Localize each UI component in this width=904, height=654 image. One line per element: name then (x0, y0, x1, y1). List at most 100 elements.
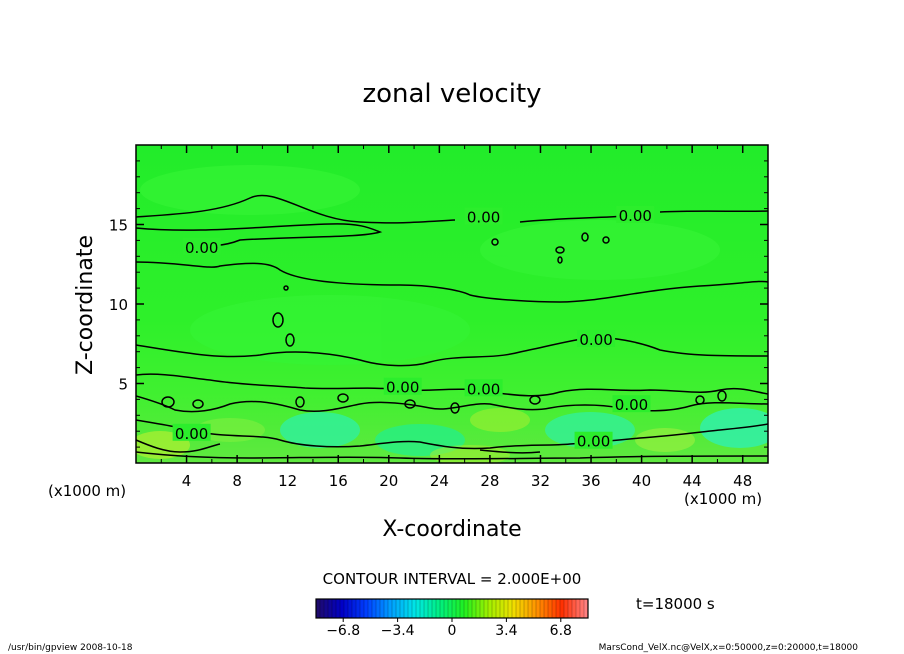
colorbar-cell-34 (452, 599, 457, 618)
colorbar-cell-66 (580, 599, 585, 618)
x-tick-label-9: 40 (632, 472, 651, 490)
colorbar-cell-0 (316, 599, 321, 618)
x-tick-label-5: 24 (430, 472, 449, 490)
contour-label-6: 0.00 (615, 396, 648, 414)
colorbar-cell-42 (484, 599, 489, 618)
colorbar-cell-25 (416, 599, 421, 618)
colorbar-ticks: −6.8 −3.4 0 3.4 6.8 (326, 618, 572, 639)
contour-label-bg-4 (383, 377, 422, 395)
y-tick-label-1: 10 (109, 296, 128, 314)
colorbar-tick-label-2: 0 (448, 623, 457, 639)
contour-labels: 0.00 0.00 0.00 0.00 0.00 0.00 0.00 0.00 0.00 (172, 205, 655, 451)
colorbar-cell-29 (432, 599, 437, 618)
colorbar-cell-39 (472, 599, 477, 618)
y-axis: 5 10 15 (109, 160, 768, 448)
contour-label-1: 0.00 (619, 207, 652, 225)
field-patches (140, 165, 720, 365)
contour-label-bg-7 (172, 423, 211, 441)
colorbar-tick-label-0: −6.8 (326, 623, 360, 639)
colorbar-cell-27 (424, 599, 429, 618)
colorbar-tick-label-3: 3.4 (495, 623, 517, 639)
contour-label-4: 0.00 (386, 379, 419, 397)
colorbar-cell-15 (376, 599, 381, 618)
contour-label-bg-8 (574, 431, 613, 449)
footer-right: MarsCond_VelX.nc@VelX,x=0:50000,z=0:2000… (599, 643, 859, 653)
colorbar-tick-label-1: −3.4 (381, 623, 415, 639)
colorbar-cell-32 (444, 599, 449, 618)
colorbar-cell-6 (340, 599, 345, 618)
contour-label-bg-1 (616, 205, 655, 223)
colorbar-cell-16 (380, 599, 385, 618)
colorbar-cell-45 (496, 599, 501, 618)
colorbar-cell-61 (560, 599, 565, 618)
x-tick-label-4: 20 (379, 472, 398, 490)
colorbar-cell-62 (564, 599, 569, 618)
colorbar-cell-31 (440, 599, 445, 618)
x-unit-left: (x1000 m) (48, 482, 126, 500)
contour-label-bg-5 (464, 379, 503, 397)
colorbar-cell-48 (508, 599, 513, 618)
contour-label-bg-3 (577, 329, 616, 347)
colorbar-cell-13 (368, 599, 373, 618)
colorbar-cell-17 (384, 599, 389, 618)
colorbar-cell-58 (548, 599, 553, 618)
colorbar-cell-8 (348, 599, 353, 618)
colorbar-cell-9 (352, 599, 357, 618)
colorbar-cell-12 (364, 599, 369, 618)
contour-label-0: 0.00 (467, 209, 500, 227)
colorbar-cell-24 (412, 599, 417, 618)
x-tick-label-7: 32 (531, 472, 550, 490)
x-axis-label: X-coordinate (382, 517, 521, 542)
x-tick-label-1: 8 (232, 472, 242, 490)
colorbar-cell-2 (324, 599, 329, 618)
colorbar-cell-64 (572, 599, 577, 618)
colorbar-cell-55 (536, 599, 541, 618)
colorbar-cell-23 (408, 599, 413, 618)
contour-label-5: 0.00 (467, 380, 500, 398)
x-tick-label-8: 36 (581, 472, 600, 490)
colorbar-cell-51 (520, 599, 525, 618)
colorbar-cell-11 (360, 599, 365, 618)
y-tick-label-0: 5 (118, 376, 128, 394)
x-tick-label-0: 4 (182, 472, 192, 490)
x-unit-right: (x1000 m) (684, 490, 762, 508)
colorbar-cell-4 (332, 599, 337, 618)
chart-title: zonal velocity (362, 79, 541, 109)
colorbar-cell-20 (396, 599, 401, 618)
colorbar-cell-38 (468, 599, 473, 618)
colorbar-cell-35 (456, 599, 461, 618)
colorbar-cell-52 (524, 599, 529, 618)
plot-area: 0.00 0.00 0.00 0.00 0.00 0.00 0.00 0.00 0.00 (136, 145, 768, 463)
time-label: t=18000 s (636, 595, 715, 613)
colorbar-cell-10 (356, 599, 361, 618)
contour-interval: CONTOUR INTERVAL = 2.000E+00 (323, 570, 582, 588)
x-tick-label-2: 12 (278, 472, 297, 490)
colorbar-cell-47 (504, 599, 509, 618)
x-tick-label-10: 44 (683, 472, 702, 490)
contour-label-8: 0.00 (577, 433, 610, 451)
colorbar-cell-43 (488, 599, 493, 618)
colorbar-cell-19 (392, 599, 397, 618)
colorbar-cell-37 (464, 599, 469, 618)
colorbar-cell-54 (532, 599, 537, 618)
colorbar-cell-21 (400, 599, 405, 618)
colorbar-cell-56 (540, 599, 545, 618)
colorbar-cell-5 (336, 599, 341, 618)
colorbar-cell-63 (568, 599, 573, 618)
colorbar (315, 598, 589, 619)
colorbar-cell-65 (576, 599, 581, 618)
colorbar-cell-33 (448, 599, 453, 618)
colorbar-cell-18 (388, 599, 393, 618)
contour-label-2: 0.00 (185, 239, 218, 257)
colorbar-cell-46 (500, 599, 505, 618)
colorbar-cell-67 (584, 599, 589, 618)
colorbar-cell-28 (428, 599, 433, 618)
contour-label-3: 0.00 (579, 331, 612, 349)
colorbar-cell-22 (404, 599, 409, 618)
colorbar-cell-1 (320, 599, 325, 618)
x-axis: 4 8 12 16 20 24 28 32 36 40 44 48 (160, 145, 752, 490)
colorbar-cell-30 (436, 599, 441, 618)
colorbar-cell-60 (556, 599, 561, 618)
footer-left: /usr/bin/gpview 2008-10-18 (8, 643, 133, 653)
